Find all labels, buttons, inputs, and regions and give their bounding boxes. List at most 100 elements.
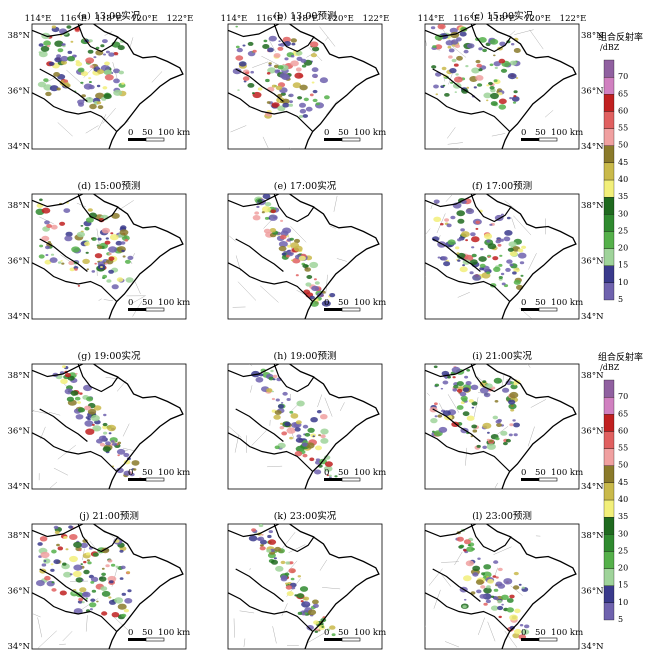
echo-cell — [271, 102, 280, 108]
panel-title: (i) 21:00实况 — [472, 350, 532, 362]
echo-cell — [432, 430, 435, 433]
echo-cell — [485, 599, 491, 604]
echo-cell — [450, 215, 456, 220]
scale-bar — [521, 478, 539, 481]
echo-cell — [307, 609, 317, 616]
province-boundary — [32, 524, 84, 538]
echo-cell — [476, 589, 482, 594]
colorbar-swatch — [603, 448, 615, 466]
echo-cell — [497, 599, 503, 604]
echo-cell — [100, 586, 108, 591]
echo-cell — [102, 425, 108, 430]
echo-cell — [284, 57, 289, 61]
echo-cell — [433, 216, 442, 222]
echo-cell — [289, 237, 294, 241]
echo-cell — [112, 442, 117, 446]
echo-cell — [50, 568, 55, 572]
scale-label: 0 — [521, 628, 526, 638]
echo-cell — [271, 390, 274, 393]
scale-bar — [341, 477, 361, 482]
echo-cell — [518, 583, 522, 586]
echo-cell — [300, 58, 307, 63]
echo-cell — [85, 57, 95, 64]
echo-cell — [242, 76, 250, 81]
echo-cell — [96, 600, 99, 603]
echo-cell — [292, 257, 301, 264]
echo-cell — [509, 391, 519, 399]
province-boundary — [39, 238, 88, 272]
echo-cell — [512, 101, 517, 104]
echo-cell — [63, 536, 68, 539]
echo-cell — [290, 413, 299, 419]
colorbar-tick-label: 20 — [618, 244, 628, 253]
echo-cell — [306, 275, 313, 279]
echo-cell — [99, 259, 103, 262]
colorbar-unit: /dBZ — [600, 363, 620, 372]
echo-cell — [312, 46, 320, 52]
echo-cell — [71, 246, 80, 253]
echo-cell — [277, 105, 286, 112]
echo-cell — [124, 259, 131, 264]
echo-cell — [502, 387, 510, 393]
echo-cell — [316, 410, 322, 414]
echo-cell — [273, 414, 281, 420]
echo-cell — [498, 58, 506, 64]
echo-cell — [82, 592, 89, 597]
echo-cell — [43, 560, 47, 562]
county-boundary — [322, 587, 341, 590]
echo-cell — [306, 625, 314, 631]
colorbar-swatch — [603, 128, 615, 146]
echo-cell — [303, 97, 309, 102]
echo-cell — [59, 34, 63, 37]
echo-cell — [57, 48, 64, 53]
lat-tick-label: 36°N — [581, 587, 604, 597]
echo-cell — [102, 86, 108, 90]
echo-cell — [501, 594, 509, 600]
echo-cell — [36, 580, 45, 587]
echo-cell — [493, 54, 496, 57]
echo-cell — [66, 25, 72, 29]
county-boundary — [325, 274, 328, 294]
echo-cell — [92, 423, 95, 426]
province-boundary — [32, 194, 84, 208]
echo-cell — [504, 230, 513, 236]
echo-cell — [482, 48, 487, 53]
echo-cell — [483, 92, 492, 99]
echo-cell — [496, 423, 502, 427]
echo-cell — [108, 269, 114, 274]
province-boundary — [32, 432, 118, 472]
coastline — [486, 194, 577, 319]
echo-cell — [77, 392, 81, 395]
echo-cell — [86, 396, 94, 402]
echo-cell — [455, 246, 460, 250]
echo-cell — [252, 92, 255, 95]
echo-cell — [457, 259, 461, 262]
county-boundary — [37, 617, 43, 638]
county-boundary — [435, 49, 441, 51]
echo-cell — [492, 256, 499, 261]
echo-cell — [509, 60, 517, 66]
echo-cell — [286, 591, 294, 597]
county-boundary — [76, 202, 86, 207]
county-boundary — [62, 631, 73, 642]
panel-title: (c) 15:00实况 — [471, 10, 534, 22]
county-boundary — [425, 228, 431, 236]
echo-cell — [487, 256, 491, 258]
map-panel: (e) 17:00实况 0 50 100 km — [227, 180, 386, 320]
county-boundary — [426, 392, 430, 396]
echo-cell — [507, 73, 517, 80]
echo-cell — [513, 571, 519, 576]
echo-cell — [101, 572, 106, 576]
echo-cell — [77, 407, 86, 413]
echo-cell — [81, 579, 84, 581]
echo-cell — [314, 281, 320, 285]
echo-cell — [326, 628, 331, 631]
echo-cell — [456, 405, 464, 410]
echo-cell — [122, 255, 126, 258]
echo-cell — [268, 62, 272, 65]
echo-cell — [69, 267, 75, 272]
county-boundary — [239, 610, 255, 614]
echo-cell — [288, 103, 293, 107]
coastline — [93, 364, 184, 489]
echo-cell — [442, 380, 449, 385]
